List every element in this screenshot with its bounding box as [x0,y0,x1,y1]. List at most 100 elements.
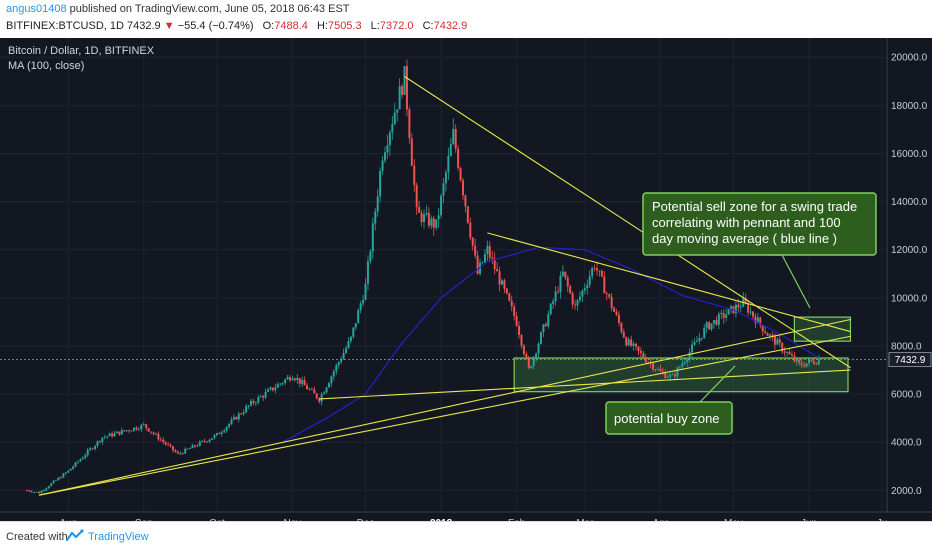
candle-body [89,448,92,451]
time-tick-label: Feb [508,518,526,521]
candle-body [637,346,640,351]
open-value: 7488.4 [274,20,308,32]
candle-body [152,432,155,434]
candle-body [673,374,676,377]
candle-body [510,300,513,307]
candle-body [598,270,601,272]
price-tick-label: 2000.0 [891,486,922,497]
candle-body [496,269,499,272]
candle-body [722,313,725,318]
candle-body [683,362,686,364]
candle-body [688,352,691,360]
candle-body [133,427,136,431]
candle-body [554,291,557,302]
candle-body [635,343,638,347]
low-value: 7372.0 [379,20,414,32]
candle-body [242,412,245,414]
candle-body [67,470,70,473]
candle-body [471,237,474,246]
candle-body [286,377,289,380]
candle-body [481,261,484,263]
price-change: −55.4 (−0.74%) [177,20,254,32]
candle-body [181,453,184,455]
candle-body [120,430,123,435]
candle-body [600,270,603,277]
candle-body [617,314,620,323]
callouts: Potential sell zone for a swing trade co… [605,192,877,435]
footer: Created with TradingView [0,521,932,551]
candle-body [437,215,440,220]
buy-zone-callout: potential buy zone [605,365,736,435]
candle-body [593,268,596,269]
trendline [38,335,851,496]
price-axis[interactable]: 2000.0 4000.0 6000.0 8000.0 10000.0 12000.0 14… [891,53,928,497]
tradingview-link[interactable]: TradingView [88,531,149,543]
candle-body [542,324,545,333]
candle-body [664,372,667,378]
candle-body [522,345,525,355]
candle-body [727,308,730,315]
candle-body [737,304,740,308]
candle-body [754,316,757,324]
candle-body [581,290,584,297]
low-label: L: [370,20,380,32]
candle-body [42,490,45,491]
time-tick-label: Jun [801,518,817,521]
close-value: 7432.9 [433,20,468,32]
candle-body [435,219,438,228]
price-chart[interactable]: Potential sell zone for a swing trade co… [0,38,932,521]
candle-body [493,258,496,270]
sell-callout-box [642,192,877,256]
candle-body [578,296,581,301]
candle-body [413,165,416,186]
candle-body [50,483,53,487]
candle-body [676,367,679,377]
candle-body [423,214,426,223]
time-tick-label: Mar [576,518,594,521]
candle-body [430,218,433,226]
candle-body [518,325,521,335]
candle-body [267,389,270,392]
candle-body [698,337,701,342]
candle-body [686,359,689,363]
time-tick-label: Apr [653,518,669,521]
candle-body [469,222,472,238]
buy-callout-pointer [690,365,736,403]
price-tick-label: 18000.0 [891,101,928,112]
buy-zone-rect [513,357,849,393]
candle-body [288,377,291,381]
candle-body [201,440,204,442]
trendline [404,76,851,369]
time-axis[interactable]: Aug Sep Oct Nov Dec 2018 Feb Mar Apr May Jun Ju [59,518,887,521]
candle-body [576,300,579,306]
candle-body [520,334,523,346]
candle-body [257,397,260,403]
trendlines [38,76,851,496]
candle-body [547,314,550,327]
candle-body [515,316,518,326]
candle-body [62,473,65,478]
candle-body [771,334,774,336]
candle-body [193,445,196,447]
candle-body [652,363,655,370]
candle-body [708,322,711,330]
candle-body [440,195,443,216]
candle-body [101,437,104,443]
candle-body [274,387,277,391]
price-marker-box [888,352,932,368]
candle-body [781,342,784,352]
candle-body [559,275,562,293]
candle-body [72,466,75,469]
candle-body [40,490,43,494]
tradingview-logo-icon[interactable] [66,529,84,543]
candle-body [605,293,608,295]
candle-body [335,365,338,372]
candle-body [130,430,133,432]
candle-body [695,341,698,343]
candle-body [111,433,114,437]
candle-body [815,363,818,365]
candle-body [147,428,150,432]
price-tick-label: 6000.0 [891,390,922,401]
candle-body [603,276,606,294]
username-link[interactable]: angus01408 [6,3,67,15]
